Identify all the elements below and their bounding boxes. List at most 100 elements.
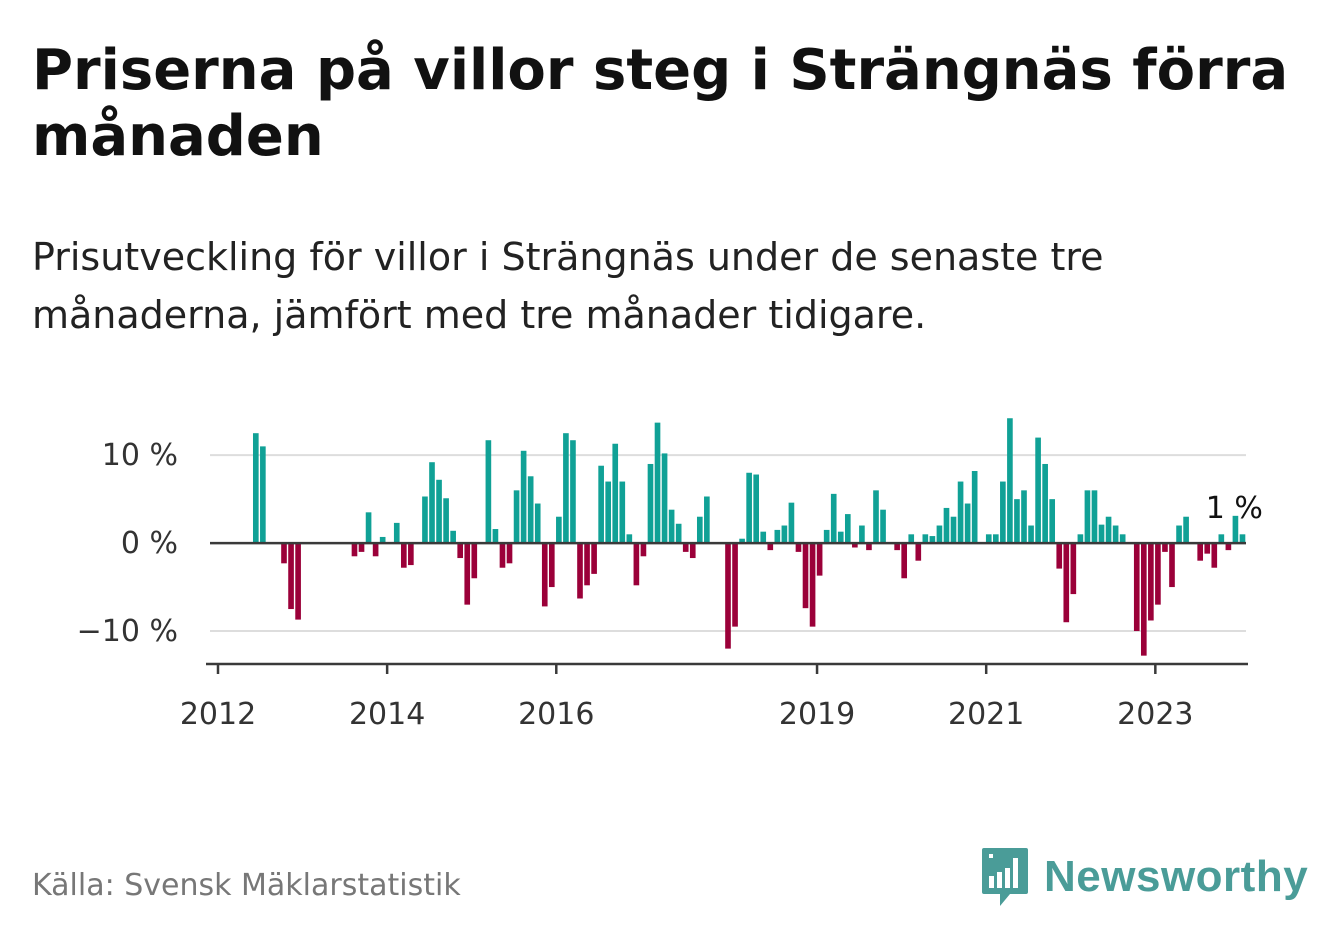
bar [1028, 525, 1034, 544]
bar [351, 543, 358, 557]
bar [450, 530, 456, 544]
bar [866, 543, 872, 551]
bar [1155, 543, 1161, 605]
bar [281, 543, 287, 564]
bar [901, 543, 908, 579]
bar [837, 531, 844, 544]
bars-layer [252, 418, 1246, 656]
bar [1035, 437, 1041, 544]
y-tick-label: 0 % [121, 526, 178, 561]
bar [732, 543, 738, 627]
bar [1014, 499, 1020, 544]
bar [605, 481, 612, 544]
bar [365, 512, 372, 544]
bar [1042, 463, 1048, 544]
bar [696, 516, 703, 544]
bar [260, 446, 266, 544]
bar [485, 440, 492, 544]
x-tick-label: 2012 [180, 697, 256, 732]
bar-chart: 10 % 0 % −10 % 2012 2014 2016 2019 2021 2023 1 % [77, 418, 1263, 732]
bar [288, 543, 294, 610]
bar [880, 509, 886, 544]
bar [1049, 499, 1056, 544]
bar [499, 543, 506, 568]
bar [767, 543, 774, 551]
bar [957, 481, 964, 544]
brand-logo: Newsworthy [980, 846, 1308, 908]
bar [520, 450, 527, 544]
bar [598, 465, 604, 544]
bar [739, 538, 745, 544]
label-layer: 10 % 0 % −10 % 2012 2014 2016 2019 2021 2023 1 % [77, 438, 1263, 732]
x-tick-label: 2016 [518, 697, 594, 732]
bar [873, 490, 879, 544]
axis-layer [206, 541, 1248, 674]
bar [358, 543, 365, 552]
bar [1169, 543, 1175, 588]
bar [584, 543, 590, 586]
bar [950, 516, 957, 544]
bar [408, 543, 414, 566]
bar [1091, 490, 1098, 544]
bar [908, 534, 915, 544]
bar [859, 525, 865, 544]
bar [548, 543, 555, 588]
bar [1183, 516, 1189, 544]
bar [985, 534, 992, 544]
bar [1063, 543, 1070, 623]
bar [781, 525, 788, 544]
bar [929, 536, 936, 544]
bar [295, 543, 301, 620]
bar [1162, 543, 1168, 552]
bar [1225, 543, 1232, 551]
bar [760, 531, 767, 544]
bar [1077, 534, 1084, 544]
bar [1119, 534, 1126, 544]
bar [1239, 534, 1246, 544]
bar [1140, 543, 1147, 656]
bar [393, 522, 400, 544]
bar [1070, 543, 1077, 595]
bar [429, 462, 435, 544]
bar [689, 543, 696, 559]
bar [971, 471, 978, 544]
bar [464, 543, 471, 605]
bar [725, 543, 731, 649]
chart-title: Priserna på villor steg i Strängnäs förr… [32, 38, 1289, 169]
bar [619, 481, 626, 544]
bar [1007, 418, 1013, 544]
bar [1105, 516, 1112, 544]
x-tick-label: 2021 [948, 697, 1024, 732]
bar [534, 503, 541, 544]
bar [379, 536, 386, 544]
bar [746, 472, 752, 544]
bar [774, 529, 781, 544]
bar [400, 543, 407, 568]
bar [577, 543, 583, 599]
latest-value-label: 1 % [1206, 491, 1263, 526]
bar [457, 543, 464, 559]
bar [443, 498, 449, 544]
bar [640, 543, 647, 557]
bar [992, 534, 999, 544]
bar [830, 493, 837, 544]
bar [816, 543, 823, 576]
bar [704, 496, 710, 544]
bar [795, 543, 802, 552]
bar [513, 490, 520, 544]
x-tick-label: 2019 [779, 697, 855, 732]
bar [823, 529, 830, 544]
bar [661, 453, 668, 544]
y-tick-label: −10 % [77, 614, 178, 649]
bar [1176, 525, 1182, 544]
bar [612, 443, 619, 544]
bar [1084, 490, 1091, 544]
bar [647, 463, 654, 544]
bar [252, 433, 259, 544]
bar [675, 523, 682, 544]
bar [422, 496, 428, 544]
bar [1218, 534, 1225, 544]
bar [922, 534, 929, 544]
bar [915, 543, 922, 561]
bar [852, 543, 858, 548]
